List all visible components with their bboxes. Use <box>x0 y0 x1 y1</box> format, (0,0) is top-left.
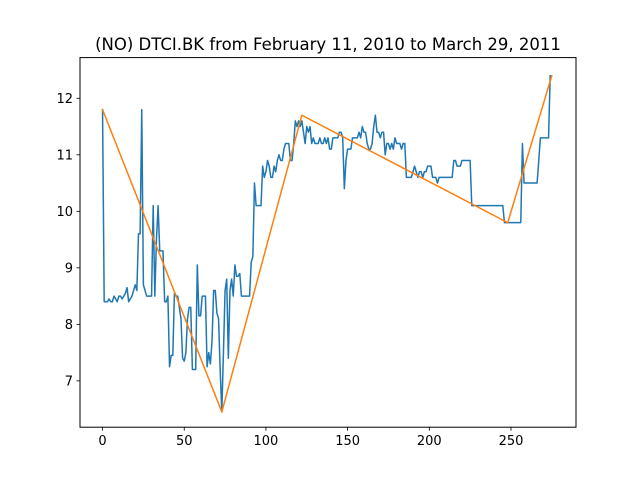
y-axis-ticks: 7 8 9 10 11 12 <box>56 92 80 389</box>
y-tick-label: 11 <box>56 148 73 163</box>
x-tick-label: 200 <box>417 434 442 449</box>
series-line-1 <box>101 74 551 413</box>
axes-layer <box>79 57 577 428</box>
x-tick-label: 150 <box>335 434 360 449</box>
x-tick-label: 100 <box>254 434 279 449</box>
x-axis-ticks: 0 50 100 150 200 250 <box>98 427 523 449</box>
y-tick-label: 7 <box>65 374 73 389</box>
y-tick-label: 8 <box>65 318 73 333</box>
x-tick-label: 250 <box>499 434 524 449</box>
y-tick-label: 9 <box>65 261 73 276</box>
plot-area <box>80 57 576 428</box>
plot-frame <box>79 57 577 428</box>
x-tick-label: 0 <box>98 434 106 449</box>
series-layer <box>101 74 553 413</box>
series-line-2 <box>101 74 553 413</box>
y-tick-label: 10 <box>56 205 73 220</box>
x-tick-label: 50 <box>176 434 193 449</box>
y-tick-label: 12 <box>56 92 73 107</box>
chart-title: (NO) DTCI.BK from February 11, 2010 to M… <box>95 35 561 54</box>
